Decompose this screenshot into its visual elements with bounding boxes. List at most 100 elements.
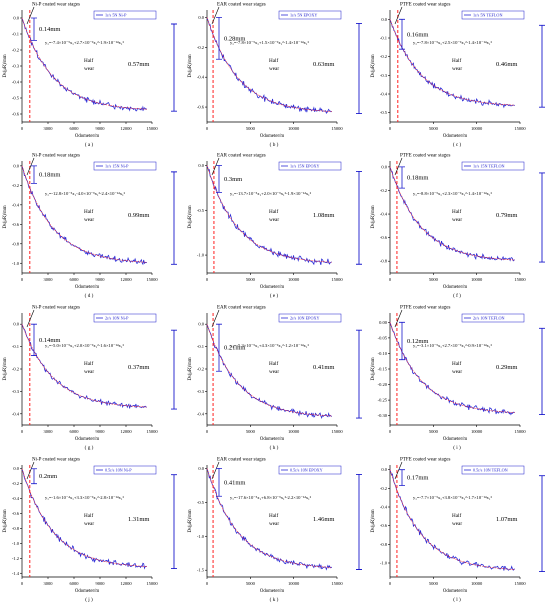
half-wear-label: wear: [269, 369, 279, 375]
total-depth-label: 0.99mm: [128, 212, 150, 219]
x-tick-label: 5000: [429, 126, 439, 131]
x-tick-label: 15000: [514, 581, 526, 586]
y-axis-label: Ds(μR)/mm: [188, 54, 193, 77]
early-depth-label: 0.18mm: [407, 175, 429, 182]
y-tick-label: -0.2: [380, 188, 387, 193]
chart-panel-h: 0 5000 10000 15000 0.0 -0.1 -0.2 -0.3 -0.4 Odomet…: [188, 306, 362, 451]
x-tick-label: 15000: [331, 429, 343, 434]
x-tick-label: 15000: [146, 126, 158, 131]
half-wear-label: Half: [452, 512, 461, 519]
y-tick-label: -0.3: [12, 64, 20, 69]
x-tick-label: 10000: [288, 126, 300, 131]
x-tick-label: 0: [206, 277, 209, 282]
fit-curve: [206, 17, 332, 112]
y-tick-label: -0.05: [378, 335, 388, 340]
stage-title: PTFE coated wear stages: [400, 458, 450, 463]
fit-equation: y₁=-1.6×10⁻⁴x₁+3.3×10⁻⁹x₁²-2.8×10⁻¹⁴x₁³: [45, 495, 124, 500]
stage-pointer: [394, 461, 403, 480]
half-wear-label: Half: [452, 360, 461, 367]
x-tick-label: 0: [206, 581, 209, 586]
total-depth-label: 0.29mm: [496, 364, 518, 371]
y-tick-label: 0.0: [381, 17, 387, 22]
x-tick-label: 15000: [514, 429, 526, 434]
y-tick-label: -0.2: [12, 183, 19, 188]
stage-title: PTFE coated wear stages: [400, 154, 450, 159]
early-depth-label: 0.14mm: [39, 26, 61, 33]
fit-curve: [21, 324, 147, 408]
x-tick-label: 15000: [146, 429, 158, 434]
wear-depth-series: [389, 166, 515, 262]
stage-pointer: [26, 157, 35, 176]
stage-pointer: [211, 6, 220, 25]
y-tick-label: -0.10: [378, 351, 388, 356]
early-depth-bracket: [399, 321, 405, 361]
fit-equation: y₁=-7.4×10⁻⁵x₁+2.7×10⁻⁹x₁²-1.9×10⁻¹⁴x₁³: [45, 40, 124, 45]
stage-title: PTFE coated wear stages: [400, 306, 450, 311]
y-tick-label: -0.20: [378, 382, 388, 387]
y-tick-label: -0.2: [197, 367, 204, 372]
total-depth-label: 1.31mm: [128, 516, 150, 523]
x-tick-label: 10000: [288, 277, 300, 282]
y-tick-label: 0.0: [13, 16, 19, 21]
x-axis-label: Odometer/m: [260, 589, 285, 594]
legend-label: 0.5r/s 10N TEFLON: [473, 468, 508, 473]
stage-title: Ni-P coated wear stages: [32, 3, 80, 8]
y-tick-label: -0.1: [197, 344, 204, 349]
x-tick-label: 3000: [44, 429, 54, 434]
y-tick-label: -0.30: [378, 413, 388, 418]
legend-label: 0.5r/s 10N EPOXY: [290, 468, 323, 473]
y-tick-label: 0.0: [381, 467, 387, 472]
x-tick-label: 5000: [429, 277, 439, 282]
x-tick-label: 0: [389, 581, 392, 586]
y-tick-label: -0.4: [12, 411, 20, 416]
early-depth-bracket: [31, 468, 37, 485]
early-depth-label: 0.2mm: [39, 473, 57, 480]
x-tick-label: 5000: [246, 277, 256, 282]
wear-depth-series: [206, 468, 333, 571]
legend: 2r/s 10N EPOXY: [278, 313, 342, 323]
x-tick-label: 15000: [331, 581, 343, 586]
half-wear-label: Half: [84, 57, 93, 64]
x-tick-label: 15000: [146, 277, 158, 282]
x-tick-label: 10000: [471, 126, 483, 131]
stage-title: EAR coated wear stages: [217, 154, 266, 159]
y-tick-label: -0.6: [197, 105, 205, 110]
legend: 2r/s 10N TEFLON: [461, 313, 525, 323]
early-depth-label: 0.17mm: [407, 475, 429, 482]
y-tick-label: -0.2: [197, 45, 204, 50]
x-tick-label: 0: [389, 126, 392, 131]
half-wear-label: Half: [84, 360, 93, 367]
y-tick-label: -0.8: [12, 241, 20, 246]
stage-title: PTFE coated wear stages: [400, 3, 450, 8]
x-tick-label: 3000: [44, 277, 54, 282]
x-tick-label: 9000: [96, 581, 106, 586]
y-tick-label: -0.4: [197, 75, 205, 80]
panel-caption: ( a ): [85, 141, 94, 148]
y-tick-label: -0.4: [380, 92, 388, 97]
x-tick-label: 12000: [120, 277, 132, 282]
y-tick-label: -0.2: [12, 48, 19, 53]
chart-panel-l: 0 5000 10000 15000 0.0 -0.2 -0.4 -0.6 -0.8 -1.0 Od…: [371, 458, 545, 603]
x-axis-label: Odometer/m: [260, 437, 285, 442]
half-wear-label: wear: [452, 521, 462, 527]
y-tick-label: -0.8: [380, 542, 388, 547]
chart-panel-f: 0 5000 10000 15000 0.0 -0.2 -0.4 -0.6 -0.8 Odomet…: [371, 154, 545, 299]
panel-caption: ( e ): [270, 292, 279, 299]
early-depth-bracket: [399, 166, 405, 189]
y-tick-label: -0.8: [380, 259, 388, 264]
y-tick-label: -0.15: [378, 367, 388, 372]
x-axis-label: Odometer/m: [75, 589, 100, 594]
y-tick-label: -0.1: [12, 344, 19, 349]
fit-equation: y₁=-17.6×10⁻⁵x₁+6.8×10⁻⁹x₁²-2.2×10⁻¹⁴x₁³: [230, 495, 312, 500]
total-depth-label: 0.79mm: [496, 212, 518, 219]
total-depth-bracket: [539, 327, 545, 416]
stage-pointer: [26, 6, 35, 25]
y-axis-label: Ds(μR)/mm: [188, 205, 193, 228]
half-wear-label: wear: [84, 66, 94, 72]
legend: 2r/s 10N Ni-P: [93, 313, 157, 323]
legend-label: 2r/s 10N EPOXY: [290, 316, 320, 321]
legend: 1r/s 15N TEFLON: [461, 161, 525, 171]
stage-title: Ni-P coated wear stages: [32, 458, 80, 463]
legend-label: 1r/s 5N Ni-P: [105, 13, 127, 18]
